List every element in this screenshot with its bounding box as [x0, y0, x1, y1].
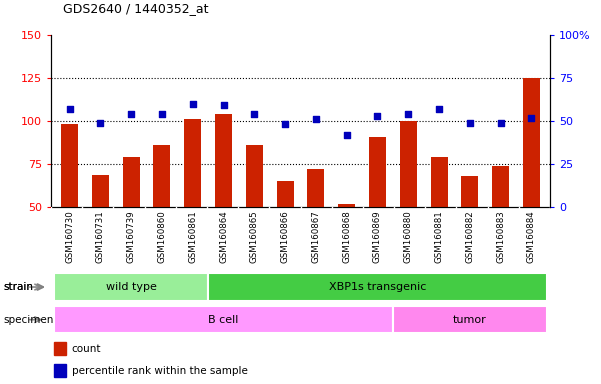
Text: GSM160730: GSM160730 — [65, 210, 74, 263]
Text: GDS2640 / 1440352_at: GDS2640 / 1440352_at — [63, 2, 209, 15]
Text: GSM160882: GSM160882 — [465, 210, 474, 263]
Text: GSM160864: GSM160864 — [219, 210, 228, 263]
Bar — [276, 182, 293, 207]
Bar — [246, 145, 263, 207]
Text: GSM160731: GSM160731 — [96, 210, 105, 263]
Text: GSM160868: GSM160868 — [342, 210, 351, 263]
Text: XBP1s transgenic: XBP1s transgenic — [329, 282, 426, 292]
Bar — [92, 174, 109, 207]
Text: GSM160865: GSM160865 — [250, 210, 259, 263]
Point — [65, 106, 75, 112]
Point — [496, 120, 505, 126]
Bar — [61, 124, 78, 207]
Text: tumor: tumor — [453, 314, 487, 325]
Bar — [123, 157, 139, 207]
Point — [342, 132, 352, 138]
Text: GSM160861: GSM160861 — [188, 210, 197, 263]
Text: B cell: B cell — [209, 314, 239, 325]
Text: strain: strain — [3, 282, 33, 292]
Bar — [54, 306, 393, 333]
Point — [280, 121, 290, 127]
Bar — [430, 157, 448, 207]
Bar — [54, 341, 66, 355]
Text: GSM160860: GSM160860 — [157, 210, 166, 263]
Text: strain: strain — [3, 282, 33, 292]
Bar — [208, 273, 547, 301]
Bar — [462, 176, 478, 207]
Text: GSM160867: GSM160867 — [311, 210, 320, 263]
Text: GSM160883: GSM160883 — [496, 210, 505, 263]
Bar — [153, 145, 171, 207]
Point — [526, 114, 536, 121]
Bar — [338, 204, 355, 207]
Text: GSM160869: GSM160869 — [373, 210, 382, 263]
Text: count: count — [72, 344, 101, 354]
Point — [126, 111, 136, 117]
Bar — [523, 78, 540, 207]
Text: GSM160884: GSM160884 — [527, 210, 536, 263]
Point — [157, 111, 166, 117]
Point — [403, 111, 413, 117]
Text: GSM160866: GSM160866 — [281, 210, 290, 263]
Text: specimen: specimen — [3, 314, 53, 325]
Bar — [215, 114, 232, 207]
Text: GSM160881: GSM160881 — [435, 210, 444, 263]
Bar — [400, 121, 416, 207]
Text: wild type: wild type — [106, 282, 157, 292]
Bar — [492, 166, 509, 207]
Text: GSM160880: GSM160880 — [404, 210, 413, 263]
Bar — [54, 364, 66, 377]
Bar — [308, 169, 325, 207]
Point — [373, 113, 382, 119]
Point — [435, 106, 444, 112]
Point — [249, 111, 259, 117]
Bar — [185, 119, 201, 207]
Bar — [369, 137, 386, 207]
Point — [465, 120, 475, 126]
Point — [96, 120, 105, 126]
Text: percentile rank within the sample: percentile rank within the sample — [72, 366, 248, 376]
Bar — [393, 306, 547, 333]
Text: GSM160739: GSM160739 — [127, 210, 136, 263]
Point — [219, 103, 228, 109]
Point — [188, 101, 198, 107]
Bar — [54, 273, 208, 301]
Point — [311, 116, 321, 122]
